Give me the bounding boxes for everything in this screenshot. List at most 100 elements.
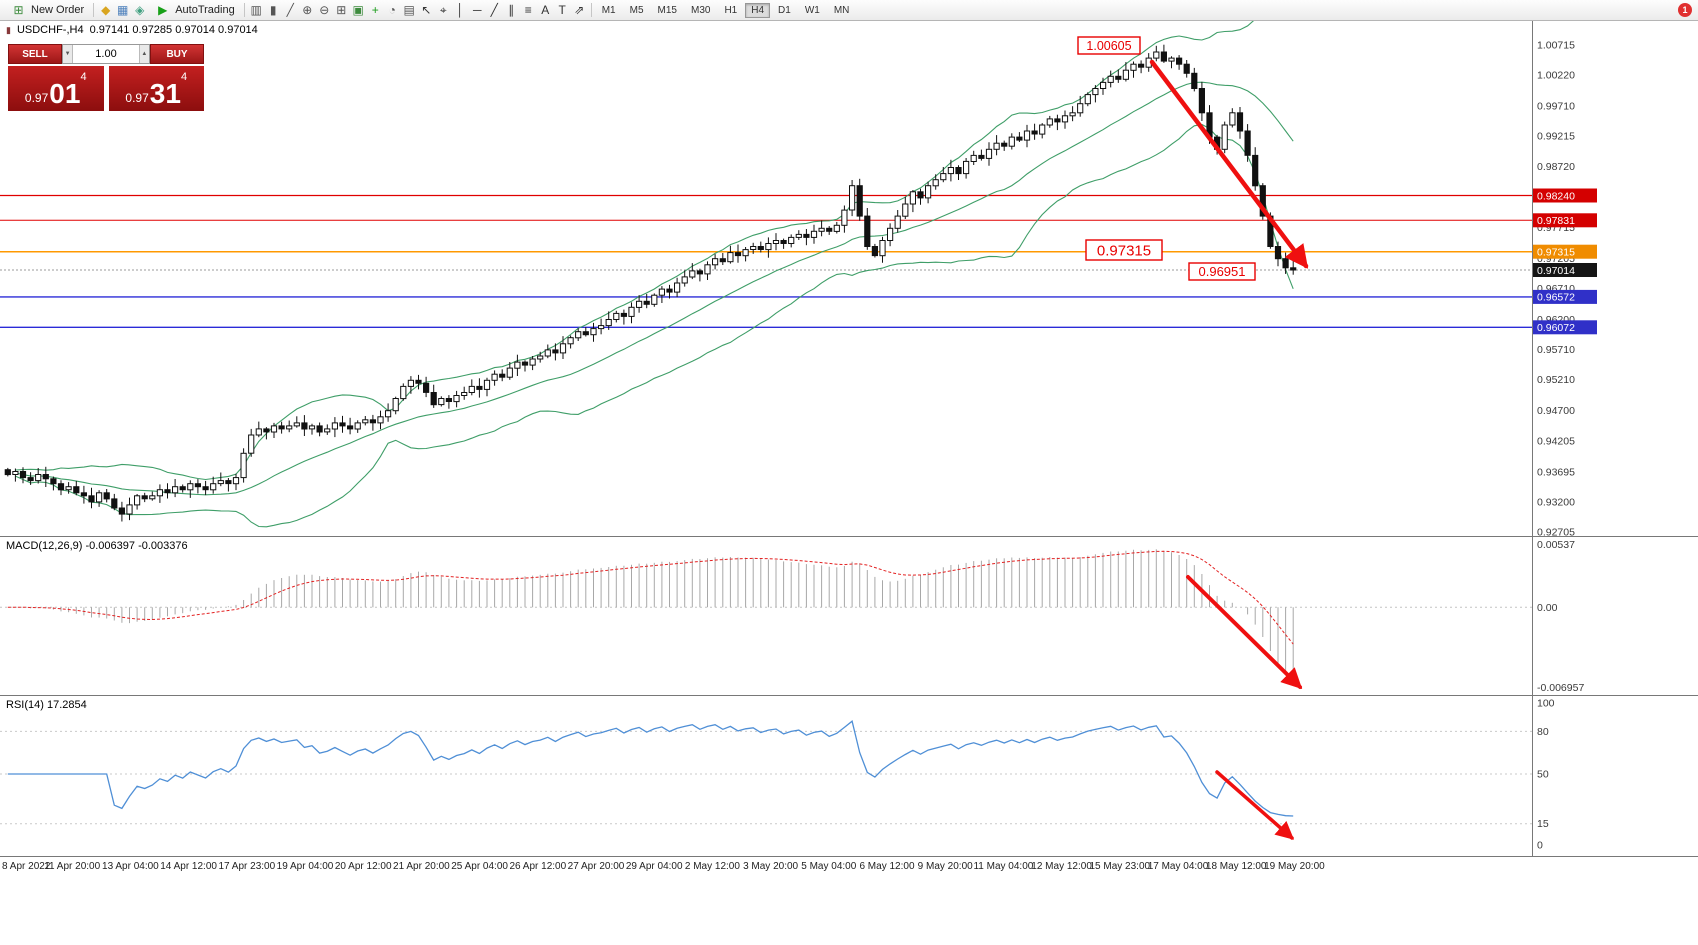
timeframe-button-h4[interactable]: H4 xyxy=(745,2,771,18)
notifications-badge[interactable]: 1 xyxy=(1678,3,1692,17)
metaeditor-icon[interactable]: ◆ xyxy=(101,3,111,17)
fibonacci-icon[interactable]: ≡ xyxy=(524,3,532,17)
volume-input[interactable] xyxy=(73,45,139,63)
time-axis-label: 15 May 23:00 xyxy=(1089,861,1150,872)
templates-icon[interactable]: ▤ xyxy=(403,3,415,17)
price-axis-label: 0.93695 xyxy=(1537,466,1575,478)
trendline-icon[interactable]: ╱ xyxy=(490,3,498,17)
timeframe-button-w1[interactable]: W1 xyxy=(804,4,820,16)
label-icon[interactable]: T xyxy=(558,3,566,17)
time-axis-label: 2 May 12:00 xyxy=(685,861,740,872)
toolbar-separator xyxy=(243,3,245,17)
svg-text:100: 100 xyxy=(1537,698,1555,710)
new-order-button[interactable]: ⊞ New Order xyxy=(4,1,90,19)
svg-text:0.97315: 0.97315 xyxy=(1097,242,1151,259)
time-axis-label: 26 Apr 12:00 xyxy=(509,861,566,872)
buy-button[interactable]: BUY xyxy=(150,44,204,64)
price-axis-label: 1.00220 xyxy=(1537,70,1575,82)
bollinger-bands xyxy=(15,21,1294,528)
price-annotation-box xyxy=(1188,262,1256,281)
crosshair-icon[interactable]: ⌖ xyxy=(439,3,447,17)
price-axis-label: 0.98720 xyxy=(1537,161,1575,173)
timeframe-button-m1[interactable]: M1 xyxy=(601,4,616,16)
timeframe-button-mn[interactable]: MN xyxy=(833,4,850,16)
sell-price-pip: 4 xyxy=(80,71,87,83)
time-axis-label: 9 May 20:00 xyxy=(918,861,973,872)
bar-chart-icon[interactable]: ▥ xyxy=(250,3,262,17)
rsi-line xyxy=(7,720,1294,817)
time-axis-label: 29 Apr 04:00 xyxy=(626,861,683,872)
macd-indicator-title: MACD(12,26,9) -0.006397 -0.003376 xyxy=(6,540,188,552)
toolbar: ⊞ New Order ◆ ▦ ◈ ▶ AutoTrading ▥ ▮ ╱ ⊕ ⊖ ⊞ ▣ + ◔ ▤… xyxy=(0,0,1698,21)
vertical-line-icon[interactable]: │ xyxy=(456,3,464,17)
sell-price[interactable]: 0.97 01 4 xyxy=(8,66,104,111)
zoom-in-icon[interactable]: ⊕ xyxy=(302,3,313,17)
svg-text:0.98240: 0.98240 xyxy=(1537,190,1575,202)
price-axis-label: 0.95710 xyxy=(1537,344,1575,356)
cursor-icon[interactable]: ↖ xyxy=(421,3,432,17)
market-watch-icon[interactable]: ▦ xyxy=(117,3,129,17)
timeframe-button-d1[interactable]: D1 xyxy=(778,4,791,16)
timeframe-button-m5[interactable]: M5 xyxy=(629,4,644,16)
toolbar-separator xyxy=(93,3,95,17)
tile-windows-icon[interactable]: ⊞ xyxy=(336,3,347,17)
autotrading-label: AutoTrading xyxy=(175,4,235,16)
time-axis-label: 12 May 12:00 xyxy=(1031,861,1092,872)
arrows-icon[interactable]: ⇗ xyxy=(574,3,585,17)
svg-text:0.97315: 0.97315 xyxy=(1537,247,1575,259)
horizontal-line-icon[interactable]: ─ xyxy=(472,3,482,17)
navigator-icon[interactable]: ◈ xyxy=(135,3,145,17)
time-axis-label: 3 May 20:00 xyxy=(743,861,798,872)
new-order-icon: ⊞ xyxy=(13,3,24,17)
price-tag xyxy=(1533,213,1597,228)
price-axis-label: 0.99710 xyxy=(1537,101,1575,113)
time-axis-label: 11 May 04:00 xyxy=(973,861,1033,872)
price-axis-label: 1.00715 xyxy=(1537,40,1575,52)
timeframe-button-m30[interactable]: M30 xyxy=(690,4,711,16)
volume-increase-button[interactable]: ▲ xyxy=(138,45,149,63)
volume-decrease-button[interactable]: ▼ xyxy=(63,45,74,63)
trend-arrow xyxy=(1215,770,1295,840)
svg-text:0: 0 xyxy=(1537,840,1543,852)
periods-icon[interactable]: ◔ xyxy=(388,3,396,17)
sell-button[interactable]: SELL xyxy=(8,44,62,64)
price-tag xyxy=(1533,244,1597,259)
svg-text:0.96572: 0.96572 xyxy=(1537,292,1575,304)
time-axis-label: 17 Apr 23:00 xyxy=(218,861,275,872)
line-chart-icon[interactable]: ╱ xyxy=(286,3,294,17)
time-axis-label: 6 May 12:00 xyxy=(859,861,914,872)
svg-text:0.00537: 0.00537 xyxy=(1537,539,1575,551)
time-axis-label: 18 May 12:00 xyxy=(1206,861,1267,872)
autotrading-play-icon: ▶ xyxy=(158,3,168,17)
svg-text:0.97014: 0.97014 xyxy=(1537,265,1575,277)
time-axis-label: 8 Apr 2022 xyxy=(2,861,51,872)
ohlc-values: 0.97141 0.97285 0.97014 0.97014 xyxy=(89,24,258,36)
indicators-icon[interactable]: + xyxy=(371,3,379,17)
time-axis-label: 19 May 20:00 xyxy=(1264,861,1325,872)
timeframe-button-m15[interactable]: M15 xyxy=(657,4,677,16)
new-chart-icon[interactable]: ▣ xyxy=(352,3,364,17)
time-axis-label: 19 Apr 04:00 xyxy=(277,861,334,872)
channel-icon[interactable]: ∥ xyxy=(508,3,515,17)
zoom-out-icon[interactable]: ⊖ xyxy=(319,3,330,17)
buy-price-pip: 4 xyxy=(180,71,188,83)
autotrading-button[interactable]: ▶ AutoTrading xyxy=(148,1,241,19)
text-icon[interactable]: A xyxy=(541,3,550,17)
price-axis-label: 0.94700 xyxy=(1537,405,1575,417)
price-tag xyxy=(1533,289,1597,304)
price-tag xyxy=(1533,263,1597,277)
time-axis-label: 20 Apr 12:00 xyxy=(335,861,392,872)
buy-price[interactable]: 0.97 31 4 xyxy=(108,66,204,111)
time-axis-label: 17 May 04:00 xyxy=(1148,861,1209,872)
svg-text:1.00605: 1.00605 xyxy=(1086,39,1131,53)
candlestick-chart-icon[interactable]: ▮ xyxy=(269,3,277,17)
buy-price-big: 31 xyxy=(149,78,181,110)
timeframe-button-h1[interactable]: H1 xyxy=(724,4,738,16)
time-axis-label: 25 Apr 04:00 xyxy=(451,861,508,872)
svg-text:50: 50 xyxy=(1537,769,1549,781)
price-axis-label: 0.94205 xyxy=(1537,435,1575,447)
svg-text:0.97831: 0.97831 xyxy=(1537,215,1575,227)
trend-arrow xyxy=(1186,575,1303,690)
time-axis-label: 5 May 04:00 xyxy=(801,861,856,872)
